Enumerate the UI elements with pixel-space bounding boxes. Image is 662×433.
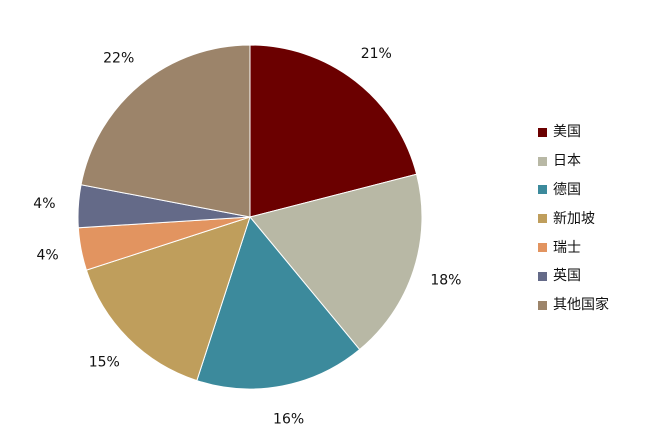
legend-swatch [538, 300, 547, 310]
legend-item: 美国 [538, 118, 609, 147]
legend-item: 其他国家 [538, 291, 609, 320]
pie-labels: 21% 18% 16% 15% 4% 4% 22% [33, 46, 461, 427]
legend-swatch [538, 214, 547, 224]
legend-item: 新加坡 [538, 204, 609, 233]
legend-label: 新加坡 [553, 210, 595, 227]
data-label-4: 15% [89, 355, 120, 371]
data-label-1: 21% [361, 46, 392, 62]
pie-slices [77, 44, 423, 390]
legend-label: 美国 [553, 124, 581, 141]
legend-item: 瑞士 [538, 233, 609, 262]
legend-label: 瑞士 [553, 239, 581, 256]
data-label-3: 16% [273, 411, 304, 427]
legend-swatch [538, 271, 547, 281]
pie-slice-1 [249, 44, 418, 218]
legend-swatch [538, 185, 547, 195]
pie-slice-3 [196, 215, 361, 390]
legend: 美国日本德国新加坡瑞士英国其他国家 [538, 118, 609, 320]
legend-label: 德国 [553, 181, 581, 198]
data-label-6: 4% [33, 196, 55, 212]
legend-swatch [538, 127, 547, 137]
legend-label: 日本 [553, 153, 581, 170]
legend-item: 德国 [538, 176, 609, 205]
legend-swatch [538, 243, 547, 253]
legend-item: 日本 [538, 147, 609, 176]
legend-swatch [538, 156, 547, 166]
pie-slice-7 [80, 44, 251, 218]
pie-slice-4 [85, 216, 251, 382]
legend-label: 英国 [553, 268, 581, 285]
data-label-2: 18% [430, 273, 461, 289]
pie-slice-2 [249, 173, 423, 351]
data-label-5: 4% [36, 248, 58, 264]
legend-item: 英国 [538, 262, 609, 291]
legend-label: 其他国家 [553, 297, 609, 314]
data-label-7: 22% [103, 50, 134, 66]
